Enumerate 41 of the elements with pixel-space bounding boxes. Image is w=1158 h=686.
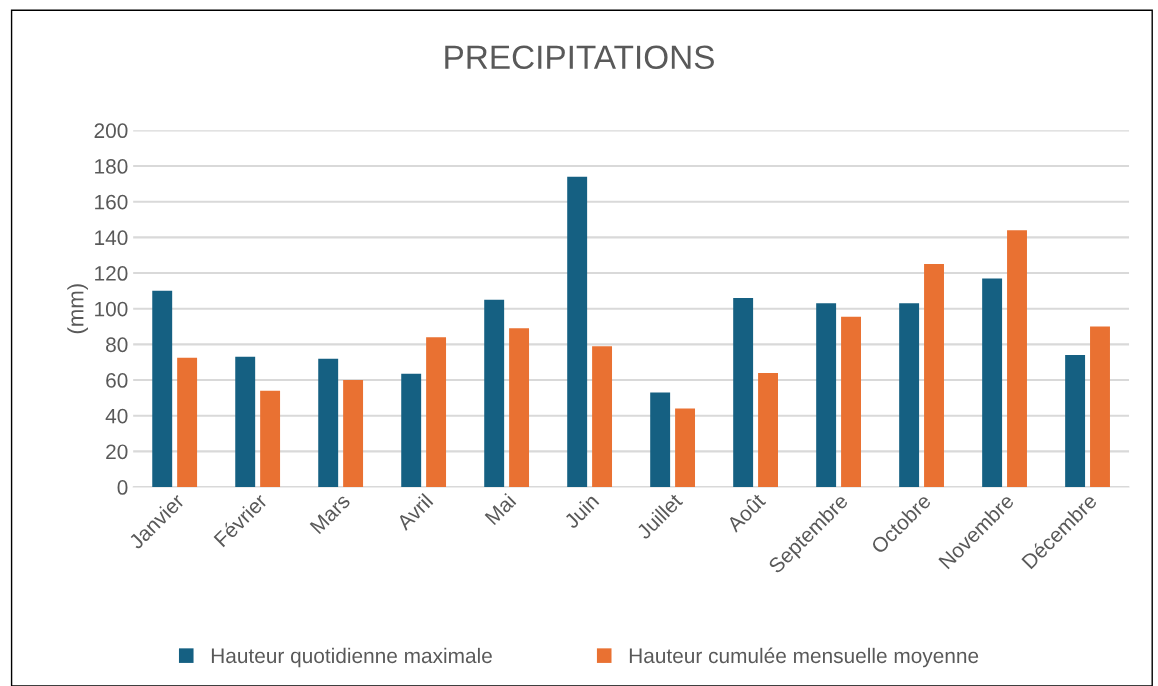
bar	[509, 328, 530, 488]
y-tick-label: 0	[117, 480, 128, 495]
chart-title: PRECIPITATIONS	[445, 45, 714, 70]
bar	[484, 299, 505, 488]
bar	[426, 337, 447, 488]
bar	[235, 356, 256, 488]
y-axis-title: (mm)	[67, 284, 88, 334]
y-tick-label: 20	[106, 444, 128, 460]
bar	[650, 392, 671, 488]
bar	[758, 372, 778, 488]
bar	[733, 298, 754, 488]
bar	[1065, 355, 1086, 488]
y-tick-label: 160	[95, 194, 128, 210]
legend-label: Hauteur cumulée mensuelle moyenne	[629, 647, 979, 668]
bar	[401, 373, 422, 488]
y-tick-label: 140	[95, 230, 128, 246]
bar	[924, 264, 944, 488]
y-tick-label: 100	[95, 301, 128, 317]
bar	[816, 303, 837, 488]
y-tick-label: 80	[106, 337, 128, 353]
bar	[1090, 326, 1110, 488]
y-tick-label: 180	[95, 159, 128, 174]
bar	[260, 390, 281, 488]
y-tick-label: 120	[95, 266, 128, 281]
x-tick-label: Juin	[562, 492, 600, 530]
bar	[1007, 230, 1027, 488]
bar	[177, 357, 198, 488]
y-tick-label: 40	[105, 408, 128, 424]
bar	[675, 408, 696, 488]
legend-label: Hauteur quotidienne maximale	[211, 647, 492, 668]
bar	[318, 358, 339, 488]
bar	[899, 303, 920, 488]
bar	[841, 316, 861, 488]
bar	[152, 290, 173, 488]
bar	[982, 278, 1003, 488]
bar	[343, 380, 364, 488]
x-tick-label: Mai	[484, 492, 517, 526]
bar	[592, 346, 613, 488]
bar	[567, 176, 588, 488]
y-tick-label: 200	[94, 123, 128, 139]
y-tick-label: 60	[106, 373, 128, 388]
